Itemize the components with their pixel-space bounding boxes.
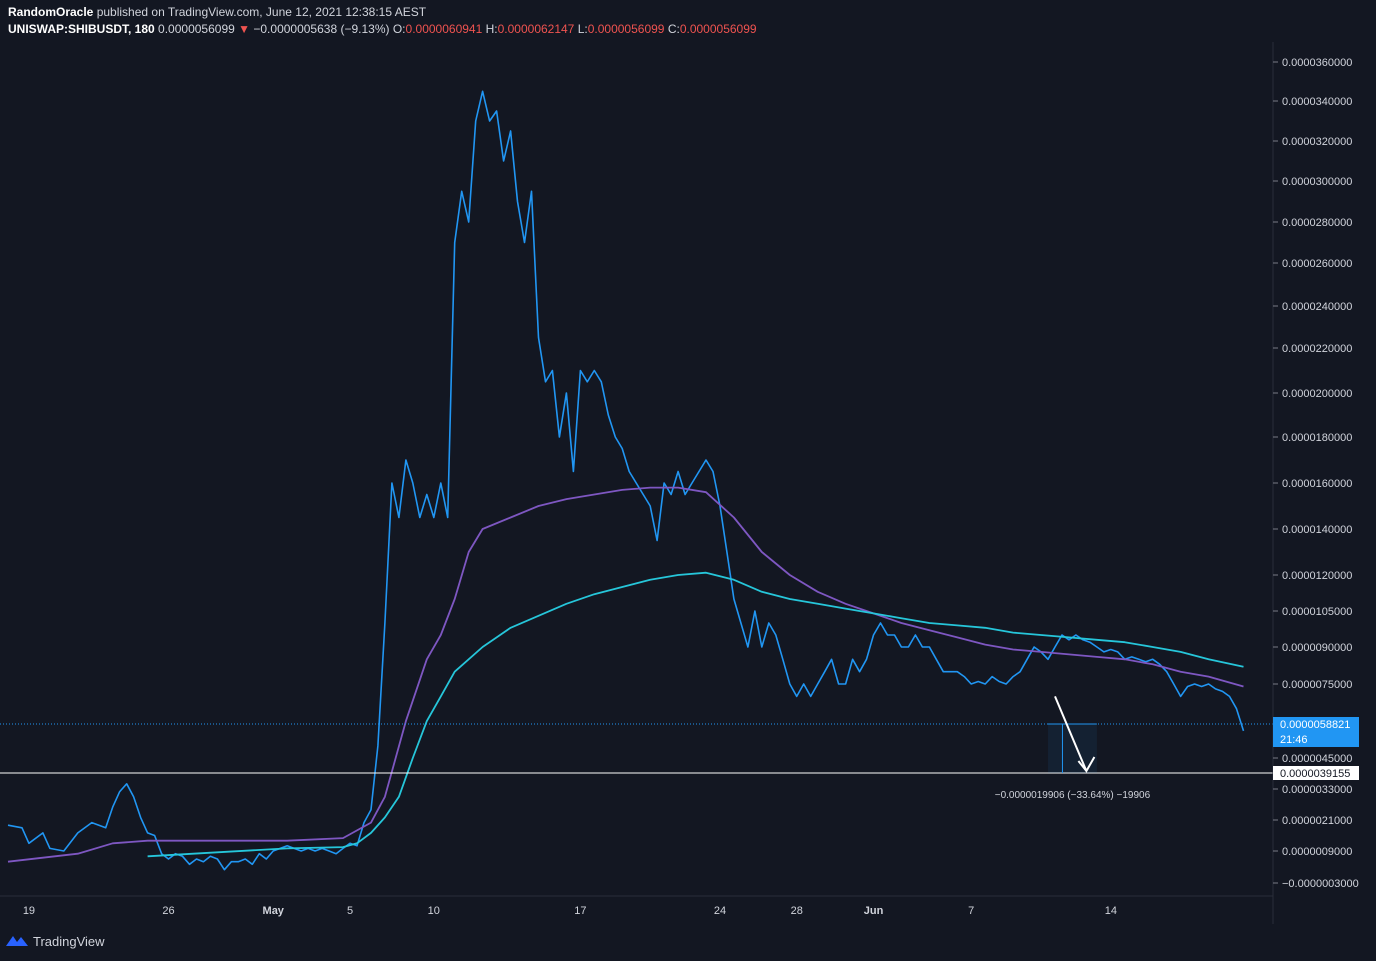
price-line — [7, 90, 1245, 871]
price-axis-label: 0.0000360000 — [1282, 57, 1352, 69]
price-axis-label: 0.0000105000 — [1282, 606, 1352, 618]
close-value: 0.0000056099 — [679, 22, 757, 36]
time-axis-label: 7 — [968, 905, 974, 917]
price-axis-label: 0.0000045000 — [1282, 753, 1352, 765]
price-axis-label: 0.0000200000 — [1282, 388, 1352, 400]
down-arrow-icon — [1077, 756, 1096, 773]
symbol-name[interactable]: UNISWAP:SHIBUSDT, 180 — [8, 22, 155, 36]
time-axis-label: May — [263, 905, 285, 917]
measure-box — [1048, 724, 1097, 773]
open-value: 0.0000060941 — [405, 22, 483, 36]
close-label: C: — [667, 22, 680, 36]
tradingview-logo-icon — [6, 936, 28, 946]
last-price: 0.0000056099 — [158, 22, 235, 36]
price-axis-label: 0.0000280000 — [1282, 217, 1352, 229]
price-axis-label: 0.0000220000 — [1282, 343, 1352, 355]
price-axis-label: 0.0000340000 — [1282, 96, 1352, 108]
low-label: L: — [577, 22, 588, 36]
low-value: 0.0000056099 — [587, 22, 665, 36]
publish-info: RandomOracle published on TradingView.co… — [8, 5, 426, 19]
time-axis-label: 10 — [428, 905, 440, 917]
price-axis[interactable]: 0.0000360000 0.0000340000 0.0000320000 0.00… — [1273, 57, 1359, 890]
down-arrow-shaft — [1054, 695, 1088, 772]
time-axis-label: 26 — [162, 905, 174, 917]
price-axis-label: −0.0000003000 — [1282, 878, 1359, 890]
high-label: H: — [485, 22, 498, 36]
price-axis-label: 0.0000090000 — [1282, 642, 1352, 654]
price-axis-label: 0.0000180000 — [1282, 432, 1352, 444]
time-axis-label: 17 — [574, 905, 586, 917]
price-axis-label: 0.0000009000 — [1282, 846, 1352, 858]
symbol-legend: UNISWAP:SHIBUSDT, 180 0.0000056099 ▼ −0.… — [8, 22, 757, 36]
bar-countdown: 21:46 — [1280, 734, 1308, 746]
price-axis-label: 0.0000240000 — [1282, 301, 1352, 313]
time-axis-label: 19 — [23, 905, 35, 917]
price-change: −0.0000005638 (−9.13%) — [253, 22, 390, 36]
tradingview-brand[interactable]: TradingView — [6, 934, 105, 949]
price-axis-label: 0.0000160000 — [1282, 478, 1352, 490]
target-level-value: 0.0000039155 — [1280, 768, 1350, 780]
price-axis-label: 0.0000260000 — [1282, 258, 1352, 270]
price-chart[interactable]: −0.0000019906 (−33.64%) −19906 0.0000360… — [0, 42, 1376, 924]
chart-background — [0, 42, 1376, 924]
time-axis-label: Jun — [864, 905, 884, 917]
price-axis-label: 0.0000320000 — [1282, 136, 1352, 148]
price-axis-label: 0.0000140000 — [1282, 524, 1352, 536]
author-name[interactable]: RandomOracle — [8, 5, 94, 19]
time-axis-label: 24 — [714, 905, 726, 917]
time-axis-label: 5 — [347, 905, 353, 917]
ma-line-purple — [7, 486, 1244, 863]
time-axis-label: 28 — [791, 905, 803, 917]
target-level-tag — [1273, 766, 1359, 780]
current-price-tag — [1273, 717, 1359, 747]
open-label: O: — [392, 22, 406, 36]
current-price-value: 0.0000058821 — [1280, 719, 1350, 731]
price-tags: 0.0000058821 21:46 0.0000039155 — [1273, 717, 1359, 780]
high-value: 0.0000062147 — [497, 22, 575, 36]
footer-bar — [0, 924, 1376, 961]
chart-header: RandomOracle published on TradingView.co… — [0, 0, 1376, 42]
measure-label: −0.0000019906 (−33.64%) −19906 — [995, 790, 1151, 801]
price-axis-label: 0.0000021000 — [1282, 815, 1352, 827]
time-axis[interactable]: 19 26 May 5 10 17 24 28 Jun 7 14 — [23, 905, 1117, 917]
time-axis-label: 14 — [1105, 905, 1117, 917]
price-axis-label: 0.0000300000 — [1282, 176, 1352, 188]
price-axis-label: 0.0000075000 — [1282, 679, 1352, 691]
price-axis-label: 0.0000120000 — [1282, 570, 1352, 582]
price-axis-label: 0.0000033000 — [1282, 784, 1352, 796]
ma-line-teal — [147, 571, 1244, 858]
tradingview-brand-label: TradingView — [33, 934, 105, 949]
plot-area[interactable]: −0.0000019906 (−33.64%) −19906 — [0, 90, 1273, 871]
down-arrow-icon: ▼ — [238, 22, 251, 36]
publish-text: published on TradingView.com, June 12, 2… — [96, 5, 427, 19]
